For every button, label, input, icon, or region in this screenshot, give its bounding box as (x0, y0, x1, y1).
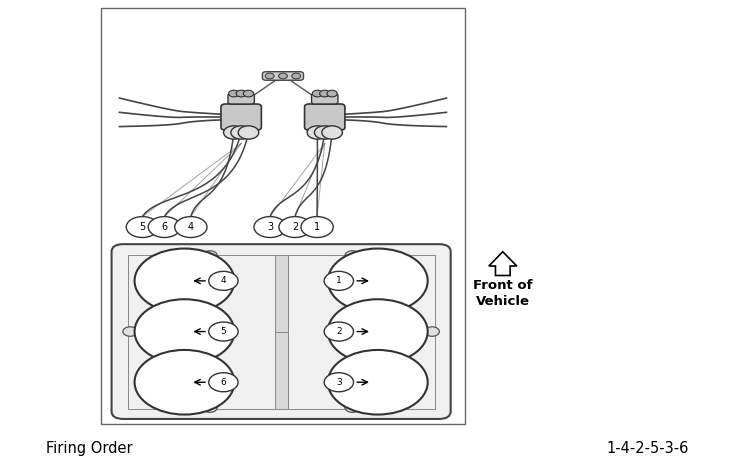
Text: 2: 2 (336, 327, 341, 336)
Circle shape (314, 126, 335, 139)
Bar (275, 255, 288, 408)
Circle shape (324, 373, 354, 392)
FancyBboxPatch shape (112, 244, 451, 419)
Circle shape (425, 327, 440, 336)
Circle shape (134, 248, 234, 313)
Text: 6: 6 (161, 222, 167, 232)
Circle shape (134, 350, 234, 415)
Circle shape (236, 90, 247, 97)
Circle shape (208, 271, 238, 290)
Text: 2: 2 (292, 222, 298, 232)
Circle shape (327, 90, 337, 97)
Circle shape (208, 373, 238, 392)
Circle shape (244, 90, 254, 97)
FancyBboxPatch shape (228, 94, 255, 104)
Text: 3: 3 (336, 378, 342, 387)
Text: 5: 5 (220, 327, 226, 336)
Circle shape (312, 90, 322, 97)
Circle shape (292, 73, 301, 79)
FancyBboxPatch shape (221, 104, 261, 130)
Bar (128, 255, 435, 408)
Text: 4: 4 (221, 276, 226, 285)
Circle shape (324, 271, 354, 290)
Text: 1-4-2-5-3-6: 1-4-2-5-3-6 (606, 441, 688, 456)
Circle shape (134, 299, 234, 364)
Circle shape (231, 126, 252, 139)
Circle shape (319, 90, 330, 97)
Circle shape (279, 73, 287, 79)
Circle shape (301, 217, 333, 238)
Text: 3: 3 (267, 222, 273, 232)
Circle shape (148, 217, 181, 238)
Circle shape (321, 126, 342, 139)
Text: Firing Order: Firing Order (46, 441, 132, 456)
FancyBboxPatch shape (305, 104, 345, 130)
Text: Front of
Vehicle: Front of Vehicle (473, 279, 533, 308)
Circle shape (254, 217, 286, 238)
Circle shape (229, 90, 239, 97)
FancyBboxPatch shape (262, 72, 303, 80)
Text: 1: 1 (314, 222, 320, 232)
Circle shape (307, 126, 327, 139)
Circle shape (126, 217, 159, 238)
Circle shape (345, 403, 360, 412)
Text: 1: 1 (336, 276, 342, 285)
Circle shape (203, 251, 217, 260)
Circle shape (328, 248, 428, 313)
FancyBboxPatch shape (311, 94, 338, 104)
Circle shape (324, 322, 354, 341)
Circle shape (175, 217, 207, 238)
Circle shape (279, 217, 311, 238)
Circle shape (328, 299, 428, 364)
Circle shape (345, 251, 360, 260)
Text: 5: 5 (139, 222, 145, 232)
FancyArrow shape (489, 252, 517, 275)
Bar (101, 8, 465, 424)
Circle shape (208, 322, 238, 341)
Circle shape (266, 73, 275, 79)
Circle shape (328, 350, 428, 415)
Circle shape (239, 126, 259, 139)
Circle shape (224, 126, 244, 139)
Circle shape (123, 327, 137, 336)
Text: 6: 6 (220, 378, 226, 387)
Text: 4: 4 (188, 222, 194, 232)
Circle shape (203, 403, 217, 412)
